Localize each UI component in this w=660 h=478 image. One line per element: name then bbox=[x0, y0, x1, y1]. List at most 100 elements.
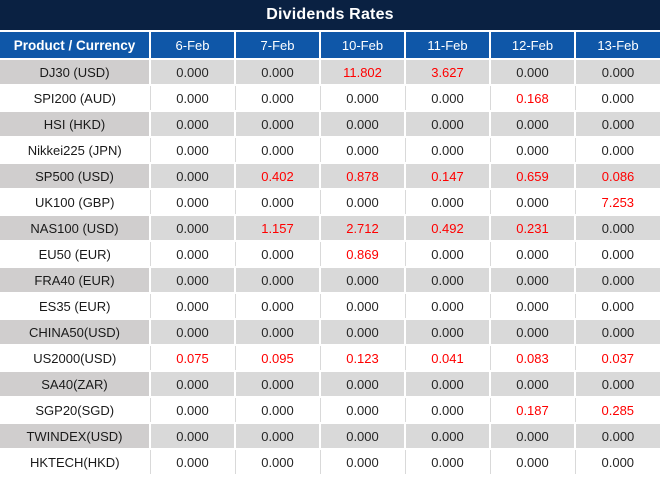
dividend-value-cell: 0.000 bbox=[405, 319, 491, 346]
dividend-value-cell: 0.000 bbox=[575, 85, 660, 112]
dividend-value-cell: 0.000 bbox=[235, 371, 321, 398]
dividend-value-cell: 0.000 bbox=[405, 137, 491, 164]
dividend-value-cell: 0.000 bbox=[235, 241, 321, 268]
product-currency-header: Product / Currency bbox=[0, 31, 151, 60]
dividend-value-cell: 0.095 bbox=[235, 345, 321, 372]
dividend-value-cell: 0.000 bbox=[150, 371, 236, 398]
dividend-value-cell: 0.000 bbox=[405, 397, 491, 424]
product-label: US2000(USD) bbox=[0, 345, 151, 372]
dividend-value-cell: 11.802 bbox=[320, 59, 406, 86]
dividend-value-cell: 0.000 bbox=[320, 189, 406, 216]
dividend-value-cell: 0.000 bbox=[320, 85, 406, 112]
dividend-value-cell: 0.000 bbox=[150, 189, 236, 216]
dividend-value-cell: 1.157 bbox=[235, 215, 321, 242]
table-row: CHINA50(USD) 0.000 0.000 0.000 0.000 0.000 0.0… bbox=[0, 319, 660, 346]
dividend-value-cell: 0.000 bbox=[320, 449, 406, 476]
dividend-value-cell: 0.000 bbox=[235, 267, 321, 294]
date-column-header: 11-Feb bbox=[405, 31, 491, 60]
table-row: EU50 (EUR) 0.000 0.000 0.869 0.000 0.000 0.000 bbox=[0, 241, 660, 268]
dividend-value-cell: 0.000 bbox=[575, 111, 660, 138]
dividend-value-cell: 0.123 bbox=[320, 345, 406, 372]
dividend-value-cell: 0.000 bbox=[320, 111, 406, 138]
product-label: NAS100 (USD) bbox=[0, 215, 151, 242]
product-label: HSI (HKD) bbox=[0, 111, 151, 138]
table-row: SA40(ZAR) 0.000 0.000 0.000 0.000 0.000 0.000 bbox=[0, 371, 660, 398]
table-row: Nikkei225 (JPN) 0.000 0.000 0.000 0.000 0.000… bbox=[0, 137, 660, 164]
dividend-value-cell: 0.492 bbox=[405, 215, 491, 242]
dividend-value-cell: 0.000 bbox=[150, 137, 236, 164]
dividend-value-cell: 0.000 bbox=[575, 293, 660, 320]
dividend-value-cell: 0.000 bbox=[235, 397, 321, 424]
dividend-value-cell: 0.187 bbox=[490, 397, 576, 424]
dividend-value-cell: 0.075 bbox=[150, 345, 236, 372]
dividend-value-cell: 0.000 bbox=[490, 371, 576, 398]
dividend-value-cell: 0.000 bbox=[150, 85, 236, 112]
table-row: HKTECH(HKD) 0.000 0.000 0.000 0.000 0.000 0.00… bbox=[0, 449, 660, 476]
date-column-header: 7-Feb bbox=[235, 31, 321, 60]
table-body: DJ30 (USD) 0.000 0.000 11.802 3.627 0.000 0.00… bbox=[0, 59, 660, 476]
table-row: HSI (HKD) 0.000 0.000 0.000 0.000 0.000 0.000 bbox=[0, 111, 660, 138]
dividend-value-cell: 0.000 bbox=[235, 85, 321, 112]
dividend-value-cell: 0.000 bbox=[150, 163, 236, 190]
dividend-value-cell: 0.000 bbox=[235, 293, 321, 320]
table-row: TWINDEX(USD) 0.000 0.000 0.000 0.000 0.000 0.0… bbox=[0, 423, 660, 450]
date-column-header: 10-Feb bbox=[320, 31, 406, 60]
dividend-value-cell: 0.000 bbox=[405, 111, 491, 138]
dividend-value-cell: 0.000 bbox=[150, 397, 236, 424]
dividend-value-cell: 0.659 bbox=[490, 163, 576, 190]
dividend-value-cell: 0.000 bbox=[320, 319, 406, 346]
dividend-value-cell: 0.000 bbox=[405, 293, 491, 320]
dividend-value-cell: 0.000 bbox=[405, 371, 491, 398]
dividend-value-cell: 0.037 bbox=[575, 345, 660, 372]
page-title: Dividends Rates bbox=[0, 0, 660, 32]
dividend-value-cell: 0.000 bbox=[490, 293, 576, 320]
table-row: DJ30 (USD) 0.000 0.000 11.802 3.627 0.000 0.00… bbox=[0, 59, 660, 86]
product-label: ES35 (EUR) bbox=[0, 293, 151, 320]
product-label: CHINA50(USD) bbox=[0, 319, 151, 346]
dividend-value-cell: 0.000 bbox=[150, 319, 236, 346]
dividend-value-cell: 0.000 bbox=[235, 423, 321, 450]
column-header-row: Product / Currency 6-Feb 7-Feb 10-Feb 11-Fe… bbox=[0, 31, 660, 60]
table-row: ES35 (EUR) 0.000 0.000 0.000 0.000 0.000 0.000 bbox=[0, 293, 660, 320]
dividend-value-cell: 0.000 bbox=[575, 449, 660, 476]
dividend-value-cell: 0.000 bbox=[575, 267, 660, 294]
dividend-value-cell: 0.000 bbox=[405, 241, 491, 268]
dividend-value-cell: 2.712 bbox=[320, 215, 406, 242]
dividend-value-cell: 0.000 bbox=[490, 189, 576, 216]
date-column-header: 6-Feb bbox=[150, 31, 236, 60]
dividend-value-cell: 0.000 bbox=[150, 59, 236, 86]
dividend-value-cell: 0.000 bbox=[150, 241, 236, 268]
dividend-value-cell: 0.000 bbox=[235, 111, 321, 138]
dividend-value-cell: 0.000 bbox=[575, 423, 660, 450]
table-row: FRA40 (EUR) 0.000 0.000 0.000 0.000 0.000 0.00… bbox=[0, 267, 660, 294]
dividend-value-cell: 7.253 bbox=[575, 189, 660, 216]
dividend-value-cell: 0.086 bbox=[575, 163, 660, 190]
product-label: Nikkei225 (JPN) bbox=[0, 137, 151, 164]
dividend-value-cell: 0.000 bbox=[405, 189, 491, 216]
title-row: Dividends Rates bbox=[0, 0, 660, 32]
date-column-header: 13-Feb bbox=[575, 31, 660, 60]
dividend-value-cell: 0.000 bbox=[575, 371, 660, 398]
table-row: SP500 (USD) 0.000 0.402 0.878 0.147 0.659 0.08… bbox=[0, 163, 660, 190]
dividend-value-cell: 0.000 bbox=[490, 319, 576, 346]
dividend-value-cell: 0.000 bbox=[490, 449, 576, 476]
table-row: SPI200 (AUD) 0.000 0.000 0.000 0.000 0.168 0.0… bbox=[0, 85, 660, 112]
dividend-value-cell: 0.000 bbox=[235, 319, 321, 346]
dividend-value-cell: 0.000 bbox=[575, 215, 660, 242]
dividend-value-cell: 0.869 bbox=[320, 241, 406, 268]
dividend-value-cell: 0.000 bbox=[490, 111, 576, 138]
table-row: US2000(USD) 0.075 0.095 0.123 0.041 0.083 0.03… bbox=[0, 345, 660, 372]
dividend-value-cell: 0.000 bbox=[150, 449, 236, 476]
dividend-value-cell: 0.878 bbox=[320, 163, 406, 190]
product-label: TWINDEX(USD) bbox=[0, 423, 151, 450]
dividend-value-cell: 0.000 bbox=[490, 59, 576, 86]
dividend-value-cell: 0.000 bbox=[150, 423, 236, 450]
dividend-value-cell: 0.285 bbox=[575, 397, 660, 424]
dividend-value-cell: 0.000 bbox=[575, 59, 660, 86]
product-label: UK100 (GBP) bbox=[0, 189, 151, 216]
dividend-value-cell: 0.000 bbox=[575, 319, 660, 346]
dividend-value-cell: 0.000 bbox=[320, 137, 406, 164]
dividend-value-cell: 0.231 bbox=[490, 215, 576, 242]
dividend-value-cell: 0.000 bbox=[235, 449, 321, 476]
dividend-value-cell: 0.000 bbox=[405, 85, 491, 112]
